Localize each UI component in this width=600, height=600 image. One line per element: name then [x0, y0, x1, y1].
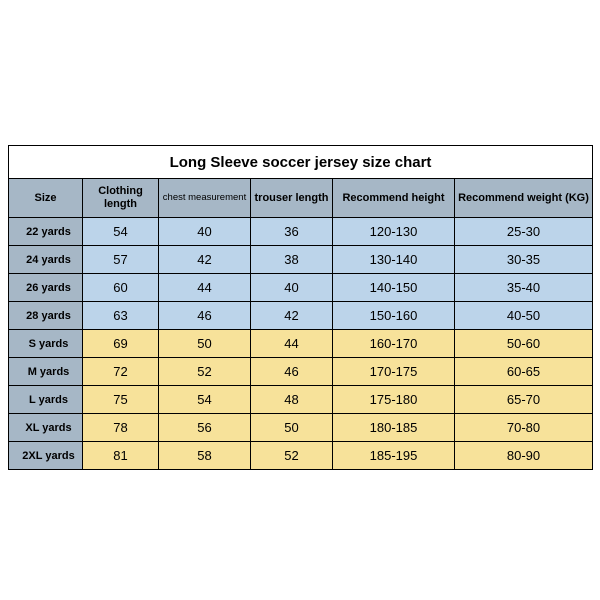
cell-weight: 65-70	[455, 386, 593, 414]
col-chest: chest measurement	[159, 179, 251, 218]
table-row: M yards725246170-17560-65	[9, 358, 593, 386]
cell-weight: 50-60	[455, 330, 593, 358]
cell-chest: 54	[159, 386, 251, 414]
cell-trouser: 40	[251, 274, 333, 302]
cell-size: XL yards	[9, 414, 83, 442]
cell-clothing_length: 57	[83, 246, 159, 274]
cell-chest: 42	[159, 246, 251, 274]
cell-size: 24 yards	[9, 246, 83, 274]
cell-chest: 46	[159, 302, 251, 330]
cell-clothing_length: 63	[83, 302, 159, 330]
cell-weight: 30-35	[455, 246, 593, 274]
cell-clothing_length: 81	[83, 442, 159, 470]
cell-weight: 80-90	[455, 442, 593, 470]
cell-trouser: 48	[251, 386, 333, 414]
cell-weight: 60-65	[455, 358, 593, 386]
col-trouser: trouser length	[251, 179, 333, 218]
cell-height: 130-140	[333, 246, 455, 274]
cell-chest: 40	[159, 218, 251, 246]
cell-height: 185-195	[333, 442, 455, 470]
col-clothing-length: Clothing length	[83, 179, 159, 218]
cell-height: 160-170	[333, 330, 455, 358]
cell-chest: 44	[159, 274, 251, 302]
cell-chest: 50	[159, 330, 251, 358]
cell-trouser: 44	[251, 330, 333, 358]
col-size: Size	[9, 179, 83, 218]
table-row: XL yards785650180-18570-80	[9, 414, 593, 442]
cell-trouser: 50	[251, 414, 333, 442]
table-title: Long Sleeve soccer jersey size chart	[9, 146, 593, 179]
cell-weight: 40-50	[455, 302, 593, 330]
cell-weight: 70-80	[455, 414, 593, 442]
cell-chest: 52	[159, 358, 251, 386]
cell-size: L yards	[9, 386, 83, 414]
cell-size: 2XL yards	[9, 442, 83, 470]
cell-clothing_length: 78	[83, 414, 159, 442]
cell-height: 180-185	[333, 414, 455, 442]
cell-trouser: 36	[251, 218, 333, 246]
table-row: 24 yards574238130-14030-35	[9, 246, 593, 274]
header-row: Size Clothing length chest measurement t…	[9, 179, 593, 218]
size-chart-table: Long Sleeve soccer jersey size chart Siz…	[8, 145, 593, 470]
cell-height: 120-130	[333, 218, 455, 246]
cell-size: M yards	[9, 358, 83, 386]
cell-chest: 58	[159, 442, 251, 470]
table-row: L yards755448175-18065-70	[9, 386, 593, 414]
cell-weight: 25-30	[455, 218, 593, 246]
cell-trouser: 38	[251, 246, 333, 274]
cell-size: 26 yards	[9, 274, 83, 302]
cell-height: 175-180	[333, 386, 455, 414]
cell-height: 140-150	[333, 274, 455, 302]
cell-clothing_length: 54	[83, 218, 159, 246]
table-row: 22 yards544036120-13025-30	[9, 218, 593, 246]
cell-chest: 56	[159, 414, 251, 442]
cell-size: 28 yards	[9, 302, 83, 330]
table-row: 26 yards604440140-15035-40	[9, 274, 593, 302]
col-height: Recommend height	[333, 179, 455, 218]
cell-height: 170-175	[333, 358, 455, 386]
cell-height: 150-160	[333, 302, 455, 330]
cell-trouser: 52	[251, 442, 333, 470]
table-row: 28 yards634642150-16040-50	[9, 302, 593, 330]
cell-clothing_length: 75	[83, 386, 159, 414]
col-weight: Recommend weight (KG)	[455, 179, 593, 218]
cell-size: S yards	[9, 330, 83, 358]
cell-clothing_length: 69	[83, 330, 159, 358]
cell-trouser: 42	[251, 302, 333, 330]
cell-weight: 35-40	[455, 274, 593, 302]
cell-clothing_length: 60	[83, 274, 159, 302]
cell-size: 22 yards	[9, 218, 83, 246]
cell-trouser: 46	[251, 358, 333, 386]
cell-clothing_length: 72	[83, 358, 159, 386]
table-row: 2XL yards815852185-19580-90	[9, 442, 593, 470]
table-row: S yards695044160-17050-60	[9, 330, 593, 358]
